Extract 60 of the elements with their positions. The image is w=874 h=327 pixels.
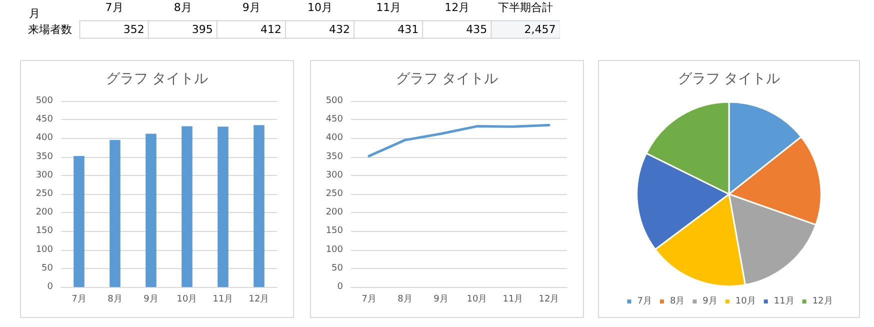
y-tick-label: 0 [47,282,54,292]
x-tick-label: 9月 [144,294,158,304]
data-label: 412 [260,23,282,36]
y-tick-label: 450 [326,114,344,125]
y-tick-label: 300 [326,170,344,180]
y-tick-label: 350 [36,152,54,162]
x-tick-label: 12月 [444,1,470,14]
data-label: 431 [398,23,419,36]
y-tick-label: 50 [332,263,344,274]
y-tick-label: 500 [326,96,344,106]
y-tick-label: 100 [326,244,344,255]
y-tick-label: 200 [326,208,344,218]
y-tick-label: 250 [36,189,54,199]
x-tick-label: 7月 [362,294,376,304]
y-tick-label: 400 [36,133,54,144]
bar [182,126,192,287]
x-axis-title: 月 [29,7,40,20]
y-tick-label: 300 [36,170,54,180]
x-tick-label: 10月 [466,294,488,304]
x-tick-label: 11月 [502,294,524,304]
data-label: 352 [123,23,144,36]
y-tick-label: 100 [36,244,54,255]
x-tick-label: 9月 [434,294,448,304]
x-tick-label: 7月 [105,1,124,14]
x-tick-label: 10月 [176,294,198,304]
x-tick-label: 9月 [242,1,260,14]
data-label: 432 [329,23,350,36]
x-tick-label: 12月 [248,294,270,304]
data-label: 395 [192,23,213,36]
chart-title: グラフ タイトル [678,71,780,87]
y-tick-label: 150 [36,226,54,236]
y-tick-label: 250 [326,189,344,199]
line-series [368,124,550,158]
y-tick-label: 450 [36,114,54,125]
y-tick-label: 0 [337,282,344,292]
x-tick-label: 8月 [398,294,412,304]
bar [218,126,228,287]
x-tick-label: 7月 [72,294,86,304]
data-label: 2,457 [524,23,556,36]
y-tick-label: 400 [326,133,344,144]
x-tick-label: 8月 [108,294,122,304]
x-tick-label: 11月 [212,294,234,304]
y-tick-label: 500 [36,96,54,106]
x-tick-label: 12月 [538,294,560,304]
bar [146,134,156,287]
x-tick-label: 11月 [376,1,402,14]
chart-title: グラフ タイトル [396,71,498,87]
y-tick-label: 200 [36,208,54,218]
x-tick-label: 下半期合計 [498,1,554,14]
bar [110,140,120,287]
y-tick-label: 50 [42,263,54,274]
y-tick-label: 150 [326,226,344,236]
bar [74,156,84,287]
x-tick-label: 10月 [308,1,332,14]
y-tick-label: 350 [326,152,344,162]
data-label: 435 [466,23,488,36]
bar [254,125,264,287]
chart-title: グラフ タイトル [106,71,208,87]
x-tick-label: 8月 [174,1,192,14]
y-tick-label: 来場者数 [28,23,72,36]
